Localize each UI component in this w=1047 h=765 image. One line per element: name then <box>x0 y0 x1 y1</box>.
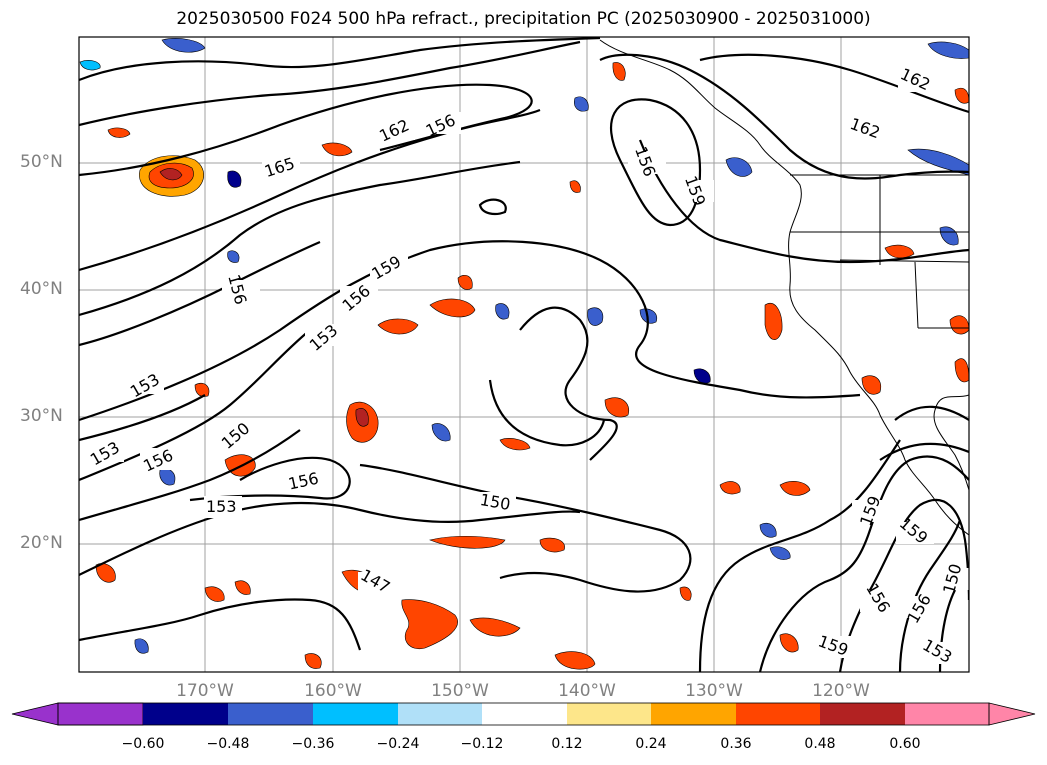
colorbar-tick: 0.36 <box>720 736 752 752</box>
lat-label: 40°N <box>20 279 63 299</box>
colorbar-tick: −0.24 <box>376 736 420 752</box>
contour-lines <box>79 37 969 672</box>
colorbar-tick: 0.60 <box>889 736 921 752</box>
lat-label: 20°N <box>20 533 63 553</box>
lon-label: 170°W <box>176 681 234 701</box>
lat-label: 50°N <box>20 152 63 172</box>
lon-label: 140°W <box>558 681 616 701</box>
precip-negative <box>79 38 969 654</box>
coastlines <box>599 39 969 536</box>
colorbar-extend-low <box>11 702 59 726</box>
colorbar-tick: −0.12 <box>460 736 504 752</box>
colorbar-extend-high <box>988 702 1036 726</box>
colorbar-tick: −0.48 <box>206 736 250 752</box>
figure-title: 2025030500 F024 500 hPa refract., precip… <box>176 9 871 29</box>
contour-label: 159 <box>681 173 709 208</box>
colorbar-tick: −0.60 <box>121 736 165 752</box>
gridlines <box>79 37 969 672</box>
colorbar <box>11 702 1036 726</box>
lat-label: 30°N <box>20 406 63 426</box>
contour-label: 153 <box>206 497 237 516</box>
colorbar-tick: 0.12 <box>551 736 583 752</box>
colorbar-tick: 0.24 <box>635 736 667 752</box>
contour-label: 159 <box>856 493 884 528</box>
colorbar-tick: −0.36 <box>291 736 335 752</box>
lon-label: 120°W <box>812 681 870 701</box>
contour-label: 150 <box>939 562 965 596</box>
lon-label: 150°W <box>431 681 489 701</box>
map-frame <box>78 36 970 673</box>
lon-label: 160°W <box>304 681 362 701</box>
precip-positive <box>95 62 969 670</box>
colorbar-tick: 0.48 <box>804 736 836 752</box>
lon-label: 130°W <box>685 681 743 701</box>
